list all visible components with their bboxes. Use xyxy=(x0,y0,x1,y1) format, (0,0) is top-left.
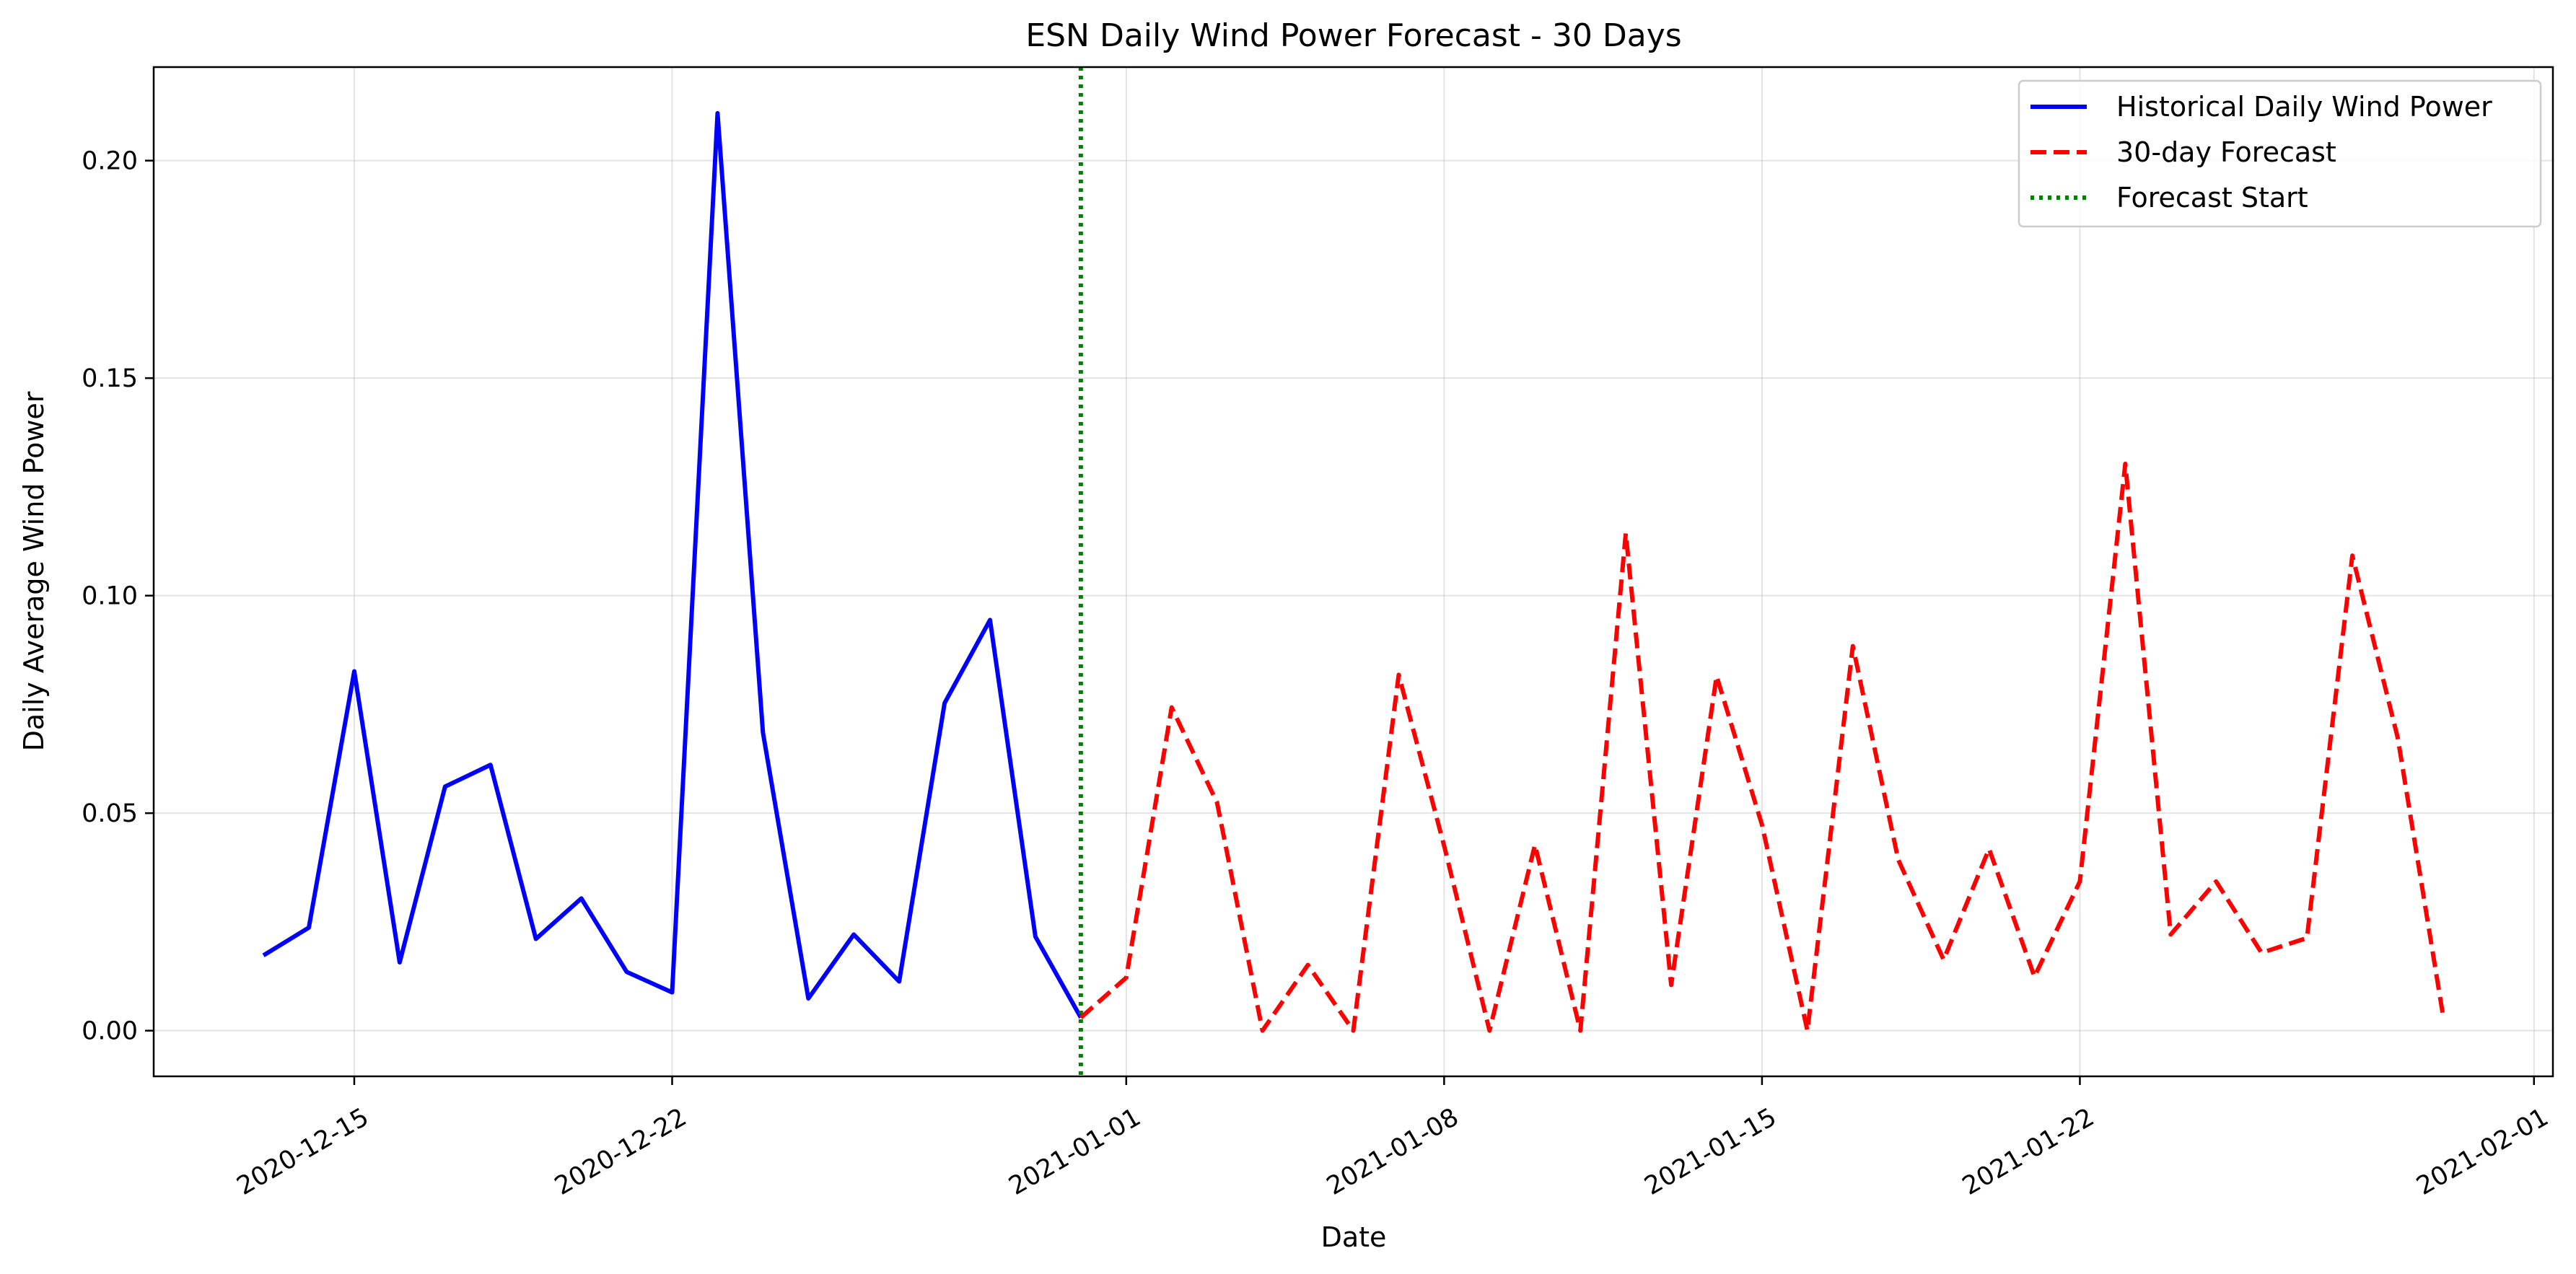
data-point-forecast xyxy=(1805,1029,1810,1033)
data-point-forecast xyxy=(2168,932,2173,936)
data-point-forecast xyxy=(1351,1029,1356,1033)
data-point-forecast xyxy=(2033,975,2037,979)
data-point-historical xyxy=(261,953,266,957)
grid xyxy=(154,67,2553,1076)
y-tick-label: 0.15 xyxy=(82,364,138,393)
y-axis-label: Daily Average Wind Power xyxy=(18,391,50,751)
data-point-forecast xyxy=(2350,553,2354,558)
data-point-forecast xyxy=(1851,644,1855,649)
data-point-forecast xyxy=(1533,843,1537,847)
data-point-historical xyxy=(352,669,356,674)
series-line-historical xyxy=(262,110,1083,1019)
data-point-forecast xyxy=(2214,879,2218,884)
data-point-historical xyxy=(988,618,992,622)
y-tick-label: 0.20 xyxy=(82,147,138,176)
chart-title: ESN Daily Wind Power Forecast - 30 Days xyxy=(1025,17,1681,54)
data-point-historical xyxy=(897,980,901,984)
data-point-historical xyxy=(625,970,629,974)
data-point-historical xyxy=(579,896,584,900)
data-point-historical xyxy=(398,960,402,965)
data-point-forecast xyxy=(1396,672,1401,677)
x-axis-label: Date xyxy=(1321,1221,1387,1253)
legend-label: 30-day Forecast xyxy=(2116,136,2336,168)
data-point-historical xyxy=(761,731,765,735)
data-point-historical xyxy=(715,111,719,115)
data-point-forecast xyxy=(1896,858,1901,862)
legend-label: Historical Daily Wind Power xyxy=(2116,91,2492,123)
legend-label: Forecast Start xyxy=(2116,182,2308,214)
data-point-historical xyxy=(1033,934,1038,939)
data-point-forecast xyxy=(1714,674,1719,678)
data-point-forecast xyxy=(1487,1029,1491,1033)
data-point-forecast xyxy=(1079,1016,1083,1020)
data-point-forecast xyxy=(2077,879,2082,884)
data-point-forecast xyxy=(1624,531,1628,535)
data-point-historical xyxy=(806,996,810,1001)
data-point-forecast xyxy=(1669,983,1673,987)
data-point-forecast xyxy=(2396,736,2400,740)
data-point-historical xyxy=(534,936,538,941)
data-point-historical xyxy=(942,701,947,706)
plot-area xyxy=(261,67,2445,1076)
data-point-forecast xyxy=(1942,957,1946,962)
data-point-forecast xyxy=(1760,822,1764,827)
data-point-forecast xyxy=(1306,963,1310,967)
y-axis-ticks: 0.00 0.05 0.10 0.15 0.20 xyxy=(82,147,154,1046)
data-point-historical xyxy=(670,990,674,995)
data-point-forecast xyxy=(2259,951,2264,955)
y-tick-label: 0.05 xyxy=(82,799,138,828)
data-point-forecast xyxy=(1261,1029,1265,1033)
legend-box xyxy=(2018,79,2542,228)
data-point-historical xyxy=(851,932,856,936)
data-point-forecast xyxy=(1578,1029,1582,1033)
data-point-forecast xyxy=(1215,801,1219,805)
axes-frame xyxy=(152,66,2554,1078)
data-point-forecast xyxy=(2123,462,2127,466)
data-point-forecast xyxy=(2305,936,2309,940)
y-tick-label: 0.10 xyxy=(82,582,138,611)
data-point-forecast xyxy=(1170,706,1174,710)
y-tick-label: 0.00 xyxy=(82,1017,138,1046)
data-point-forecast xyxy=(1442,843,1446,848)
data-point-forecast xyxy=(1987,847,1992,851)
data-point-forecast xyxy=(2441,1014,2445,1019)
data-point-historical xyxy=(307,926,311,930)
data-point-forecast xyxy=(1124,975,1129,980)
series-line-forecast xyxy=(1079,461,2445,1033)
legend: Historical Daily Wind Power 30-day Foreca… xyxy=(2018,79,2542,228)
data-point-historical xyxy=(443,784,447,788)
data-point-historical xyxy=(489,763,493,767)
